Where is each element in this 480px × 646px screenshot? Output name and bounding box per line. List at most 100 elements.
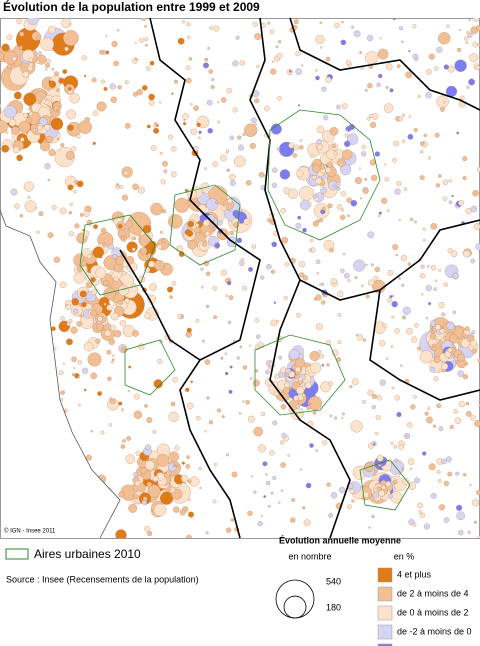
- coastline: [0, 209, 121, 539]
- settlement-circle: [144, 37, 149, 42]
- settlement-circle: [290, 517, 296, 523]
- settlement-circle: [299, 139, 303, 142]
- settlement-circle: [329, 247, 334, 253]
- settlement-circle: [204, 167, 207, 170]
- settlement-circle: [243, 218, 250, 225]
- settlement-circle: [205, 531, 209, 535]
- settlement-circle: [198, 130, 202, 134]
- settlement-circle: [160, 179, 166, 185]
- settlement-circle: [350, 420, 363, 433]
- settlement-circle: [45, 135, 54, 143]
- settlement-circle: [400, 364, 403, 367]
- settlement-circle: [395, 253, 398, 257]
- settlement-circle: [90, 429, 93, 433]
- settlement-circle: [187, 35, 191, 39]
- settlement-circle: [391, 300, 398, 308]
- settlement-circle: [407, 458, 415, 465]
- settlement-circle: [108, 423, 112, 427]
- settlement-circle: [105, 35, 108, 38]
- settlement-circle: [333, 416, 338, 420]
- settlement-circle: [111, 358, 115, 362]
- settlement-circle: [283, 187, 291, 195]
- settlement-circle: [188, 511, 194, 518]
- settlement-circle: [172, 377, 178, 383]
- settlement-circle: [371, 393, 377, 399]
- settlement-circle: [37, 51, 42, 56]
- settlement-circle: [220, 154, 227, 162]
- settlement-circle: [299, 185, 314, 201]
- settlement-circle: [96, 323, 104, 331]
- settlement-circle: [14, 203, 20, 209]
- settlement-circle: [270, 491, 274, 495]
- class-swatch: [377, 624, 393, 640]
- settlement-circle: [436, 403, 442, 409]
- settlement-circle: [309, 350, 320, 362]
- settlement-circle: [188, 57, 193, 61]
- settlement-circle: [146, 417, 153, 424]
- settlement-circle: [355, 177, 362, 184]
- settlement-circle: [27, 107, 31, 111]
- settlement-circle: [312, 164, 321, 173]
- settlement-circle: [87, 352, 102, 367]
- settlement-circle: [92, 141, 96, 145]
- settlement-circle: [296, 312, 301, 318]
- settlement-circle: [173, 464, 177, 467]
- settlement-circle: [258, 171, 265, 178]
- settlement-circle: [239, 345, 243, 349]
- settlement-circle: [186, 455, 190, 459]
- settlement-circle: [228, 389, 233, 394]
- settlement-circle: [139, 37, 145, 43]
- settlement-circle: [295, 222, 302, 229]
- settlement-circle: [281, 432, 287, 439]
- settlement-circle: [293, 359, 296, 363]
- settlement-circle: [153, 503, 167, 517]
- settlement-circle: [321, 364, 325, 367]
- settlement-circle: [131, 247, 136, 252]
- settlement-circle: [272, 167, 278, 173]
- settlement-circle: [344, 133, 349, 138]
- settlement-circle: [113, 60, 119, 67]
- settlement-circle: [174, 445, 180, 451]
- settlement-circle: [207, 128, 213, 134]
- settlement-circle: [453, 409, 458, 414]
- settlement-circle: [321, 86, 327, 92]
- settlement-circle: [27, 18, 40, 25]
- settlement-circle: [20, 137, 25, 142]
- settlement-circle: [334, 22, 340, 29]
- settlement-circle: [92, 110, 99, 117]
- settlement-circle: [373, 442, 376, 446]
- settlement-circle: [338, 486, 346, 494]
- settlement-circle: [100, 79, 105, 84]
- settlement-circle: [62, 69, 68, 74]
- settlement-circle: [118, 401, 123, 406]
- settlement-circle: [73, 272, 85, 284]
- settlement-circle: [319, 21, 323, 24]
- settlement-circle: [214, 242, 221, 249]
- settlement-circle: [113, 276, 119, 282]
- settlement-circle: [46, 58, 51, 64]
- settlement-circle: [263, 495, 267, 498]
- settlement-circle: [374, 266, 380, 273]
- settlement-circle: [386, 209, 390, 213]
- settlement-circle: [379, 379, 386, 386]
- settlement-circle: [185, 464, 191, 469]
- settlement-circle: [414, 57, 418, 61]
- settlement-circle: [77, 360, 83, 365]
- settlement-circle: [120, 408, 125, 412]
- settlement-circle: [204, 430, 207, 433]
- settlement-circle: [276, 147, 281, 151]
- settlement-circle: [229, 365, 233, 369]
- class-label: de 0 à moins de 2: [397, 607, 469, 617]
- settlement-circle: [457, 47, 462, 52]
- size-label: 180: [326, 602, 341, 612]
- settlement-circle: [40, 141, 51, 152]
- settlement-circle: [476, 490, 480, 496]
- settlement-circle: [105, 50, 110, 55]
- settlement-circle: [242, 400, 245, 403]
- settlement-circle: [147, 484, 161, 498]
- settlement-circle: [307, 396, 323, 411]
- settlement-circle: [77, 375, 81, 379]
- settlement-circle: [0, 120, 8, 134]
- settlement-circle: [339, 163, 352, 176]
- settlement-circle: [394, 328, 400, 334]
